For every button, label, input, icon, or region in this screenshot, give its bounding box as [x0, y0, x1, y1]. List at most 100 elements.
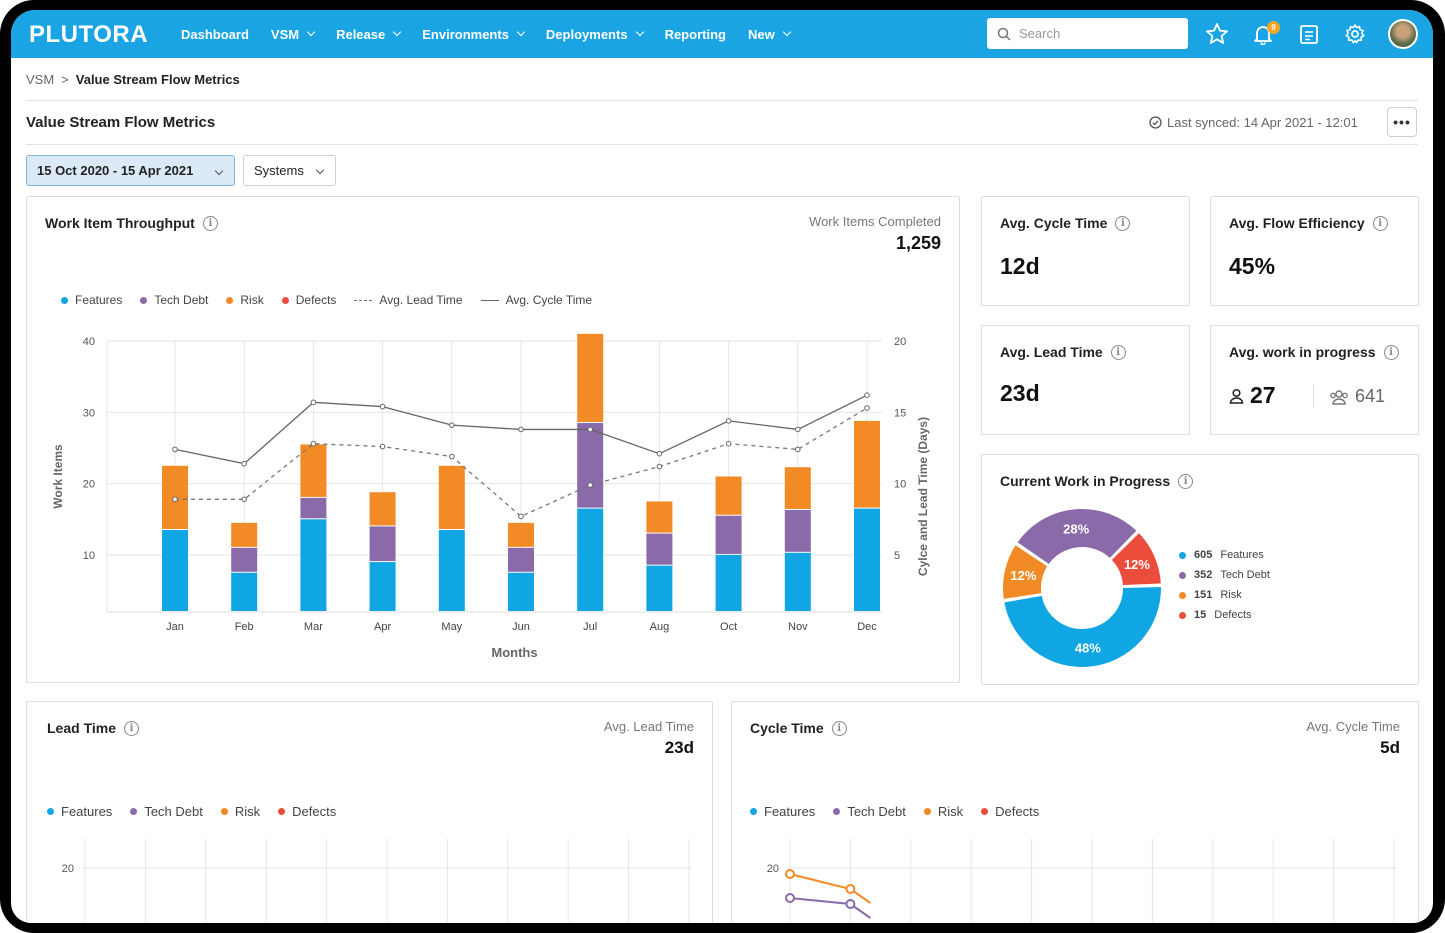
y2-tick-label: 5	[894, 550, 900, 562]
info-icon[interactable]: i	[202, 215, 218, 231]
legend-label: Risk	[234, 804, 261, 819]
kpi-label: Avg. Flow Efficiency	[1229, 215, 1365, 231]
bar-segment-features	[438, 529, 465, 611]
settings-gear-icon[interactable]	[1342, 21, 1368, 47]
breadcrumb-separator: >	[61, 72, 69, 87]
legend-features[interactable]: Features	[47, 804, 112, 819]
bar-segment-tech-debt	[577, 423, 604, 508]
favorites-star-icon[interactable]	[1204, 21, 1230, 47]
legend-label: Features	[764, 804, 816, 819]
info-icon[interactable]: i	[1372, 215, 1388, 231]
legend-avg-lead-time[interactable]: Avg. Lead Time	[354, 293, 463, 307]
wip-legend-risk[interactable]: 151 Risk	[1179, 589, 1270, 601]
x-tick-label: May	[441, 621, 462, 633]
info-icon[interactable]: i	[831, 720, 847, 736]
nav-vsm[interactable]: VSM	[271, 27, 316, 42]
cycle-time-point	[795, 426, 801, 433]
search-input[interactable]	[1019, 26, 1179, 41]
wip-legend-tech-debt[interactable]: 352 Tech Debt	[1179, 569, 1270, 581]
legend-features[interactable]: Features	[750, 804, 815, 819]
chevron-down-icon	[306, 27, 316, 37]
legend-tech-debt[interactable]: Tech Debt	[833, 804, 906, 819]
chevron-down-icon	[214, 166, 224, 176]
wip-individual: 27	[1229, 382, 1276, 409]
info-icon[interactable]: i	[1115, 215, 1131, 231]
bar-segment-features	[854, 508, 880, 611]
lead-time-card: Lead Time i Avg. Lead Time 23d Features T…	[26, 701, 713, 923]
date-range-select[interactable]: 15 Oct 2020 - 15 Apr 2021	[26, 155, 235, 186]
nav-label: New	[747, 26, 775, 42]
nav-release[interactable]: Release	[336, 27, 402, 42]
nav-deployments[interactable]: Deployments	[546, 27, 644, 42]
bar-segment-risk	[300, 444, 327, 497]
card-title-text: Current Work in Progress	[1000, 473, 1171, 489]
x-tick-label: Aug	[650, 621, 670, 633]
kpi-title: Avg. Cycle Time i	[1000, 215, 1131, 231]
cycle-card-title: Cycle Time i	[750, 720, 847, 736]
kpi-value: 45%	[1229, 253, 1276, 279]
legend-defects[interactable]: Defects	[281, 293, 336, 307]
breadcrumb: VSM > Value Stream Flow Metrics	[26, 72, 240, 87]
info-icon[interactable]: i	[1110, 344, 1126, 360]
page-title: Value Stream Flow Metrics	[26, 114, 216, 131]
clipboard-icon[interactable]	[1296, 21, 1322, 47]
legend-risk[interactable]: Risk	[923, 804, 963, 819]
user-icon	[1229, 388, 1244, 404]
bar-segment-tech-debt	[231, 547, 258, 572]
divider	[26, 100, 1418, 101]
lead-time-point	[449, 453, 455, 460]
legend-avg-cycle-time[interactable]: Avg. Cycle Time	[480, 293, 592, 307]
legend-defects[interactable]: Defects	[981, 804, 1039, 819]
legend-defects[interactable]: Defects	[278, 804, 336, 819]
throughput-title: Work Item Throughput i	[45, 215, 218, 231]
completed-label: Work Items Completed	[809, 214, 941, 229]
y-tick-label: 20	[62, 863, 74, 875]
nav-reporting[interactable]: Reporting	[665, 27, 726, 42]
plutora-logo[interactable]: PLUTORA	[29, 21, 149, 48]
donut-slice-risk	[1001, 542, 1050, 602]
legend-count: 352	[1194, 569, 1213, 581]
info-icon[interactable]: i	[1178, 473, 1194, 489]
y-axis-title: Work Items	[51, 444, 65, 509]
kpi-title: Avg. Lead Time i	[1000, 344, 1126, 360]
bar-segment-tech-debt	[646, 533, 673, 565]
nav-new[interactable]: New	[747, 26, 791, 42]
breadcrumb-root[interactable]: VSM	[26, 72, 55, 87]
y-tick-label: 10	[83, 550, 95, 562]
donut-slice-features	[1002, 585, 1163, 669]
user-avatar[interactable]	[1388, 19, 1418, 49]
cycle-time-point	[379, 403, 386, 410]
legend-line	[480, 299, 499, 301]
info-icon[interactable]: i	[124, 720, 139, 736]
more-options-button[interactable]: •••	[1387, 107, 1417, 137]
legend-dot	[1179, 591, 1186, 599]
info-icon[interactable]: i	[1383, 344, 1399, 360]
throughput-legend: Features Tech Debt Risk Defects Avg. Lea…	[61, 293, 592, 307]
search-box[interactable]	[987, 18, 1188, 49]
wip-card-title: Current Work in Progress i	[1000, 473, 1194, 489]
bar-segment-tech-debt	[300, 497, 327, 519]
legend-risk[interactable]: Risk	[226, 293, 264, 307]
wip-legend-features[interactable]: 605 Features	[1179, 549, 1270, 561]
legend-tech-debt[interactable]: Tech Debt	[140, 293, 208, 307]
lead-time-point	[379, 443, 386, 450]
nav-dashboard[interactable]: Dashboard	[181, 27, 249, 42]
nav-environments[interactable]: Environments	[422, 27, 526, 42]
systems-select[interactable]: Systems	[243, 155, 336, 186]
cycle-time-card: Cycle Time i Avg. Cycle Time 5d Features …	[731, 701, 1419, 923]
cycle-time-point	[172, 446, 178, 453]
notifications-bell-icon[interactable]: 9	[1250, 21, 1280, 47]
check-circle-icon	[1149, 116, 1162, 129]
cycle-time-point	[587, 426, 594, 433]
cycle-time-point	[656, 450, 663, 457]
bar-segment-tech-debt	[508, 547, 534, 572]
legend-risk[interactable]: Risk	[220, 804, 261, 819]
wip-legend-defects[interactable]: 15 Defects	[1179, 609, 1270, 621]
legend-features[interactable]: Features	[61, 293, 122, 307]
legend-dot	[923, 808, 931, 815]
cycle-time-point	[864, 392, 870, 398]
donut-slice-defects	[1109, 530, 1163, 588]
legend-tech-debt[interactable]: Tech Debt	[130, 804, 203, 819]
kpi-card-lead: Avg. Lead Time i 23d	[981, 325, 1190, 435]
kpi-card-flow-efficiency: Avg. Flow Efficiency i 45%	[1210, 196, 1419, 306]
